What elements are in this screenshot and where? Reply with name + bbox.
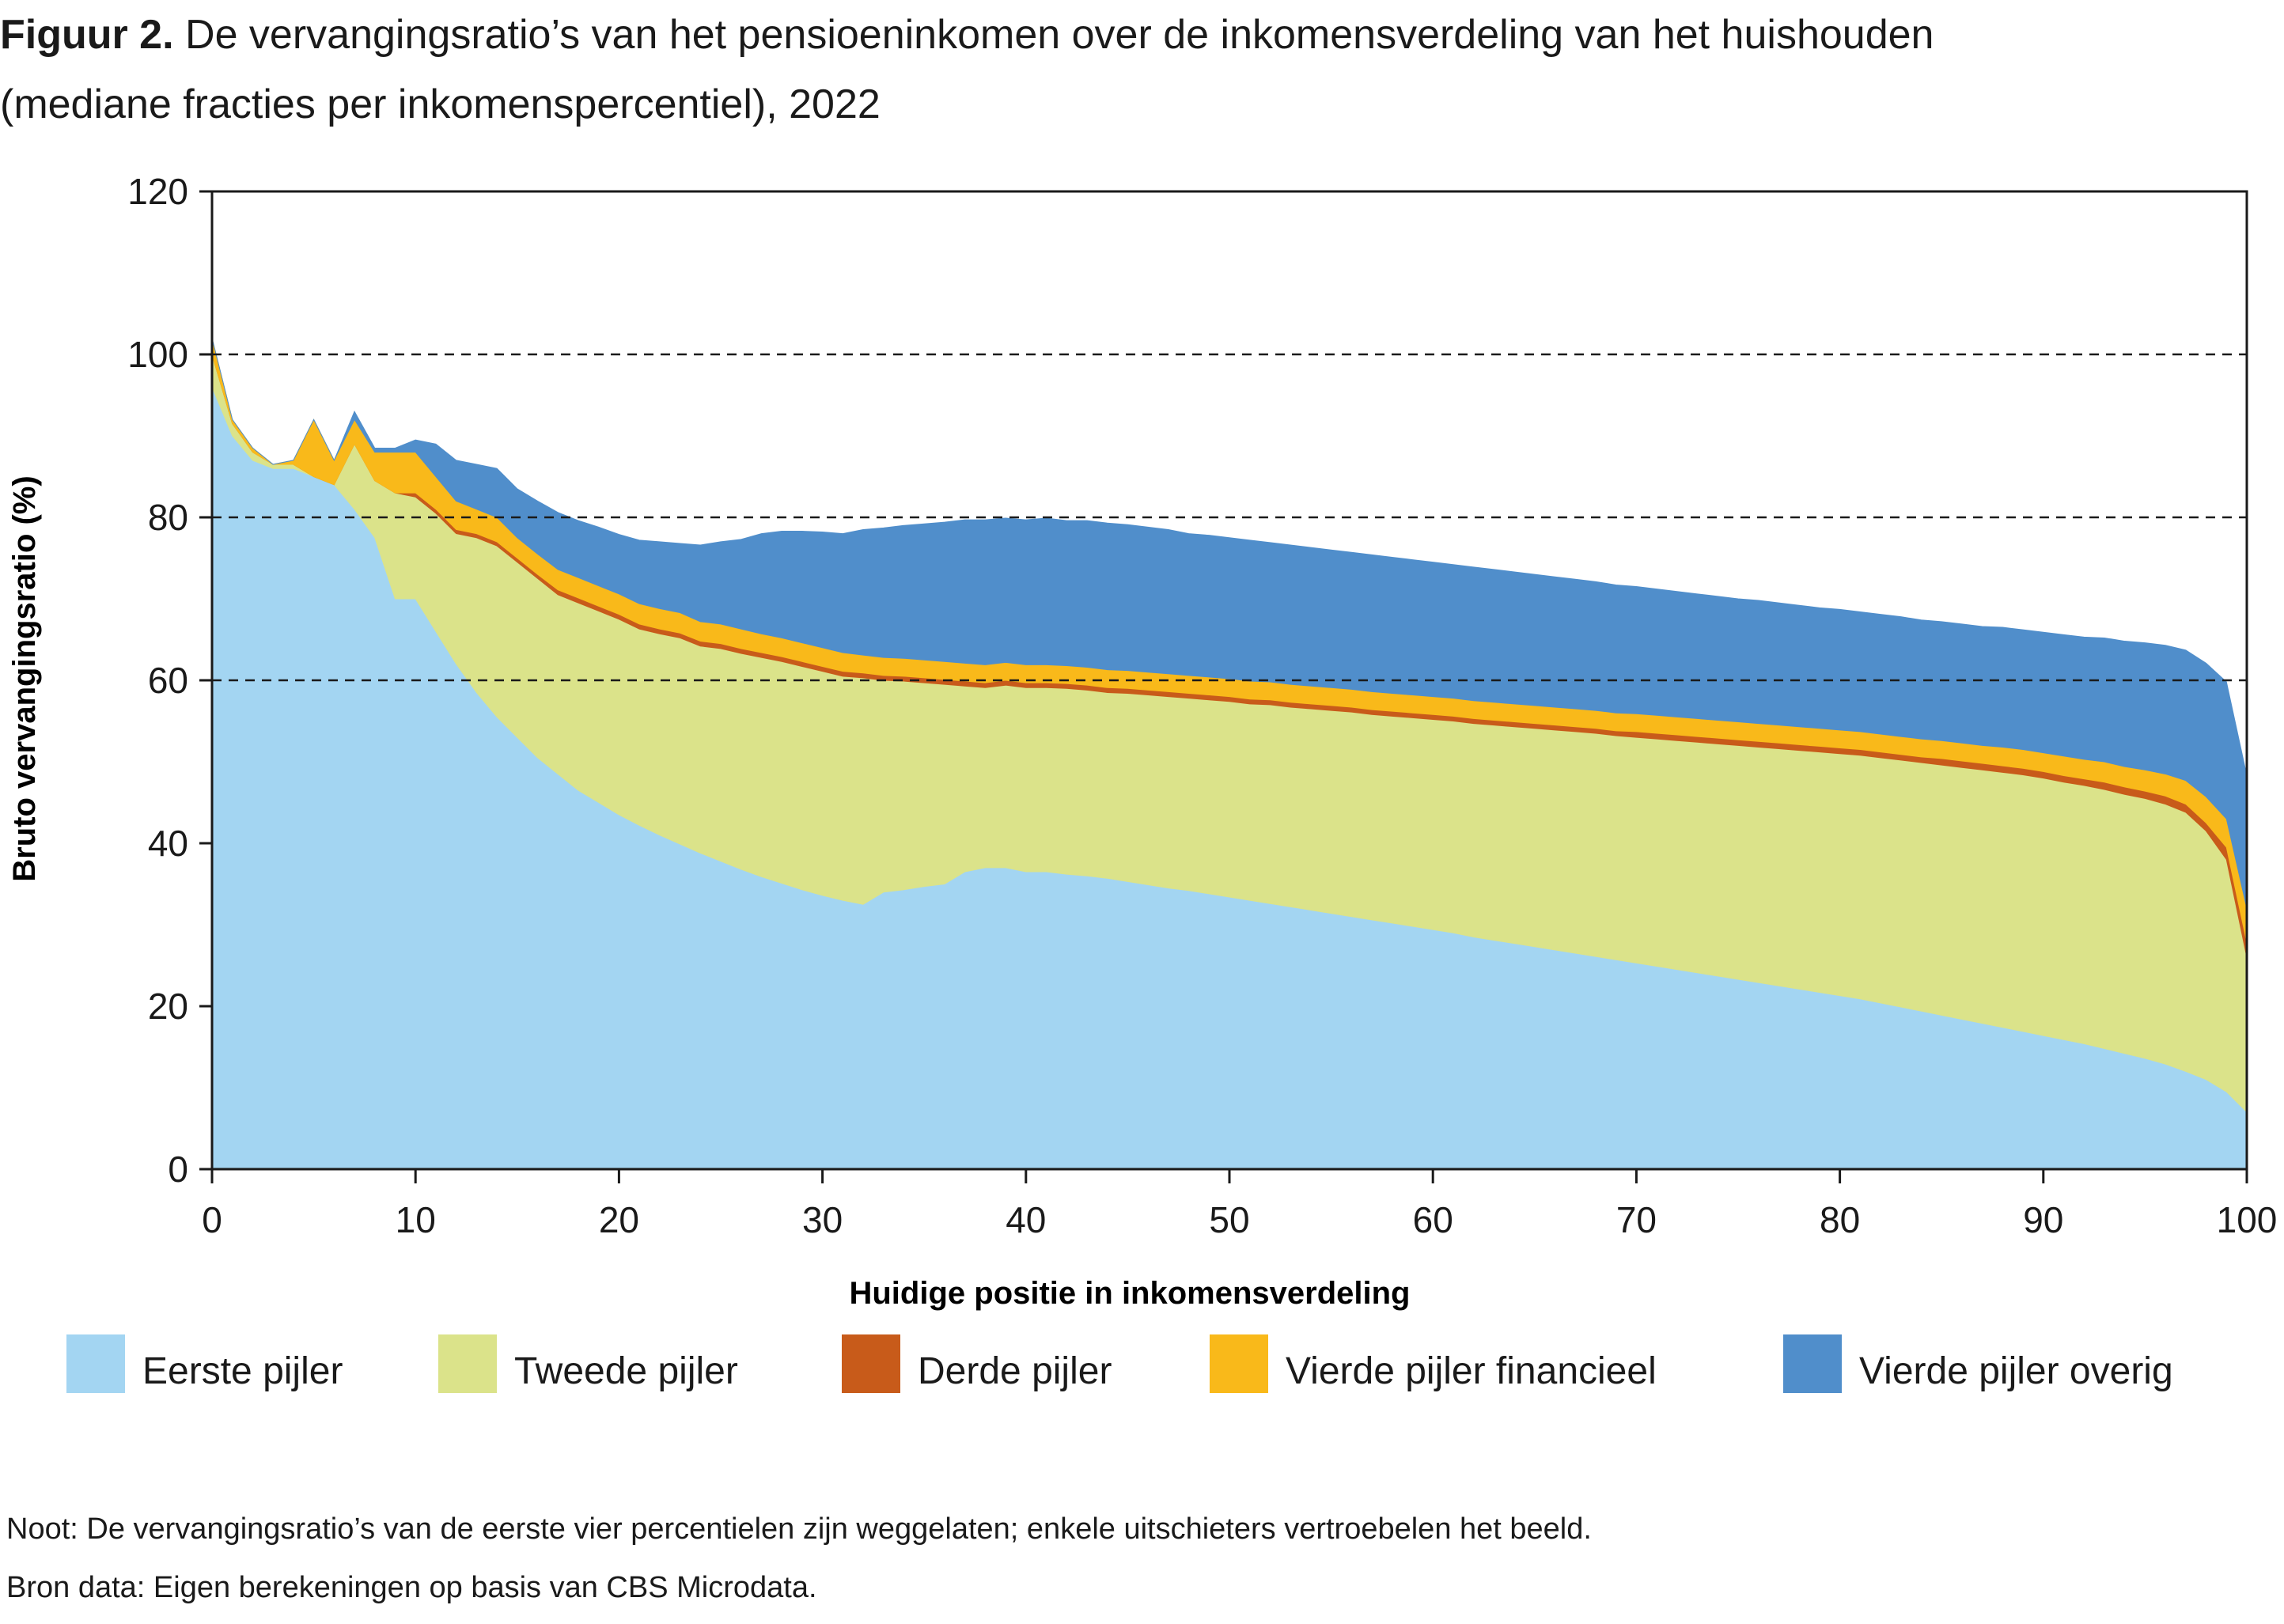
x-axis-label: Huidige positie in inkomensverdeling	[849, 1276, 1410, 1311]
y-axis-label: Bruto vervangingsratio (%)	[7, 475, 42, 881]
y-tick-label-40: 40	[148, 823, 188, 864]
legend-item-tweede-pijler: Tweede pijler	[438, 1332, 738, 1395]
legend-swatch-eerste-pijler	[66, 1334, 125, 1393]
title-text: De vervangingsratio’s van het pensioenin…	[173, 12, 1934, 58]
y-tick-label-100: 100	[127, 334, 188, 375]
x-tick-label-30: 30	[802, 1199, 843, 1240]
y-tick-label-20: 20	[148, 986, 188, 1027]
x-tick-label-50: 50	[1209, 1199, 1249, 1240]
note-text: Noot: De vervangingsratio’s van de eerst…	[6, 1512, 1592, 1546]
legend-label-tweede-pijler: Tweede pijler	[514, 1350, 738, 1392]
legend-item-vierde-pijler-financieel: Vierde pijler financieel	[1210, 1332, 1657, 1395]
legend: Eerste pijler Tweede pijler Derde pijler…	[66, 1332, 2274, 1395]
y-tick-label-120: 120	[127, 171, 188, 212]
x-tick-label-10: 10	[396, 1199, 436, 1240]
y-axis: 0 20 40 60 80 100 120	[127, 171, 212, 1190]
x-tick-label-20: 20	[599, 1199, 639, 1240]
legend-label-derde-pijler: Derde pijler	[918, 1350, 1112, 1392]
title-line-1: Figuur 2. De vervangingsratio’s van het …	[0, 0, 2284, 70]
x-axis: 0 10 20 30 40 50 60 70 80 90 100	[202, 1169, 2277, 1240]
y-tick-label-0: 0	[168, 1149, 188, 1190]
x-tick-label-90: 90	[2023, 1199, 2063, 1240]
title-line-2: (mediane fracties per inkomenspercentiel…	[0, 81, 881, 127]
stacked-area-chart: 0 20 40 60 80 100 120 0 10 20 30 40 50 60 70 80 90 100 H…	[7, 171, 2277, 1311]
y-tick-label-80: 80	[148, 497, 188, 538]
x-tick-label-70: 70	[1616, 1199, 1657, 1240]
y-tick-label-60: 60	[148, 660, 188, 701]
legend-swatch-vierde-pijler-financieel	[1210, 1334, 1268, 1393]
figure-label: Figuur 2.	[0, 12, 174, 58]
legend-swatch-derde-pijler	[842, 1334, 900, 1393]
area-layers	[211, 338, 2248, 1170]
legend-item-derde-pijler: Derde pijler	[842, 1332, 1112, 1395]
legend-item-eerste-pijler: Eerste pijler	[66, 1332, 343, 1395]
figure-title: Figuur 2. De vervangingsratio’s van het …	[0, 0, 2284, 139]
legend-swatch-tweede-pijler	[438, 1334, 497, 1393]
x-tick-label-60: 60	[1413, 1199, 1453, 1240]
legend-label-eerste-pijler: Eerste pijler	[142, 1350, 343, 1392]
legend-label-vierde-pijler-overig: Vierde pijler overig	[1859, 1350, 2173, 1392]
x-tick-label-40: 40	[1006, 1199, 1046, 1240]
gridlines	[212, 353, 2247, 682]
source-text: Bron data: Eigen berekeningen op basis v…	[6, 1571, 817, 1604]
legend-item-vierde-pijler-overig: Vierde pijler overig	[1783, 1332, 2173, 1395]
x-tick-label-100: 100	[2217, 1199, 2278, 1240]
legend-swatch-vierde-pijler-overig	[1783, 1334, 1842, 1393]
x-tick-label-0: 0	[202, 1199, 222, 1240]
x-tick-label-80: 80	[1820, 1199, 1860, 1240]
legend-label-vierde-pijler-financieel: Vierde pijler financieel	[1286, 1350, 1657, 1392]
